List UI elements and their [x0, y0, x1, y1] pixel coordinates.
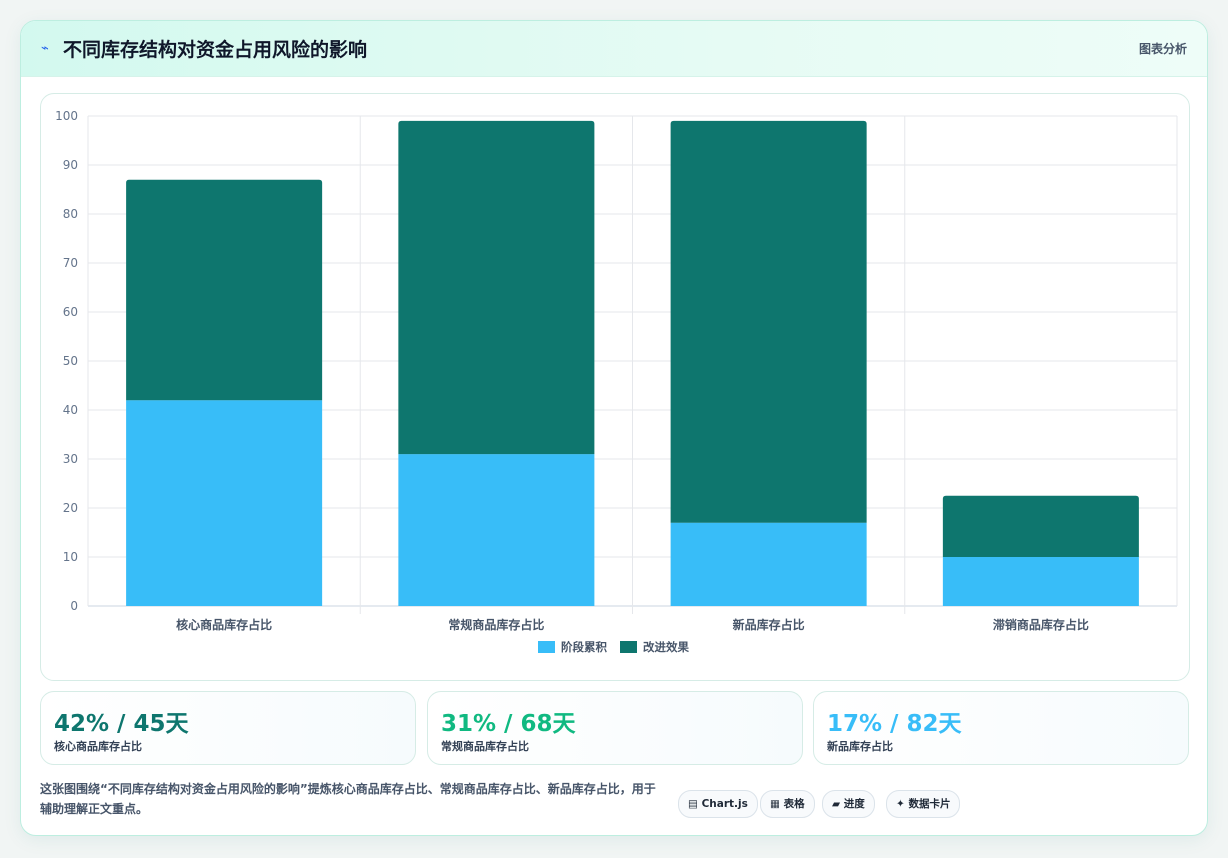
- bar-segment-2: [126, 179, 323, 401]
- stat-value: 31% / 68天: [441, 711, 576, 737]
- progress-icon: ▰: [832, 798, 841, 810]
- lightning-icon: ⌁: [41, 41, 49, 56]
- stat-value: 42% / 45天: [54, 711, 189, 737]
- chip-data-card[interactable]: ✦ 数据卡片: [886, 790, 961, 818]
- chip-label: 数据卡片: [908, 798, 951, 810]
- bar-segment-1: [126, 400, 323, 606]
- page-title: 不同库存结构对资金占用风险的影响: [63, 39, 368, 61]
- chart-description: 这张图围绕“不同库存结构对资金占用风险的影响”提炼核心商品库存占比、常规商品库存…: [40, 782, 656, 816]
- chip-progress[interactable]: ▰ 进度: [822, 790, 875, 818]
- bar-segment-1: [670, 522, 867, 606]
- y-tick-label: 20: [63, 501, 78, 515]
- y-tick-label: 70: [63, 256, 78, 270]
- legend-swatch: [538, 641, 555, 653]
- y-tick-label: 40: [63, 403, 78, 417]
- bar-segment-2: [942, 495, 1139, 557]
- y-tick-label: 60: [63, 305, 78, 319]
- stat-card-regular: 31% / 68天 常规商品库存占比: [427, 691, 803, 765]
- y-tick-label: 100: [55, 109, 78, 123]
- legend-label: 改进效果: [643, 640, 689, 654]
- chart-analysis-tag: 图表分析: [1138, 42, 1187, 56]
- stacked-bar-chart: 0 10 20 30 40 50 60 70 80 90 100 核心商品库存占比 常规商品库存占比 新品…: [55, 109, 1178, 654]
- x-tick-label: 常规商品库存占比: [448, 617, 544, 632]
- chip-label: 表格: [783, 798, 805, 810]
- legend-swatch: [620, 641, 637, 653]
- stat-label: 新品库存占比: [827, 740, 893, 753]
- card-header: ⌁ 不同库存结构对资金占用风险的影响 图表分析: [21, 21, 1207, 77]
- stat-value: 17% / 82天: [827, 711, 962, 737]
- stat-card-new: 17% / 82天 新品库存占比: [813, 691, 1189, 765]
- x-tick-label: 核心商品库存占比: [176, 617, 272, 632]
- chart-container: 0 10 20 30 40 50 60 70 80 90 100 核心商品库存占比 常规商品库存占比 新品…: [40, 93, 1190, 681]
- y-tick-label: 0: [70, 599, 78, 613]
- bar-segment-2: [398, 120, 595, 455]
- bar-segment-1: [398, 454, 595, 606]
- chip-label: 进度: [843, 798, 865, 810]
- chart-card: ⌁ 不同库存结构对资金占用风险的影响 图表分析 0 10 20 30 40 50 60 70 8…: [20, 20, 1208, 836]
- x-tick-label: 滞销商品库存占比: [993, 617, 1089, 632]
- y-tick-label: 50: [63, 354, 78, 368]
- chip-chartjs[interactable]: ▤ Chart.js: [678, 790, 758, 818]
- legend-label: 阶段累积: [561, 640, 607, 654]
- x-tick-label: 新品库存占比: [733, 617, 805, 632]
- stat-label: 核心商品库存占比: [54, 740, 142, 753]
- y-tick-label: 10: [63, 550, 78, 564]
- stat-cards: 42% / 45天 核心商品库存占比 31% / 68天 常规商品库存占比 17…: [40, 691, 1190, 765]
- stat-label: 常规商品库存占比: [441, 740, 529, 753]
- bar-segment-2: [670, 120, 867, 523]
- bar-segment-1: [942, 557, 1139, 606]
- table-icon: ▦: [770, 798, 780, 810]
- chip-label: Chart.js: [701, 798, 748, 810]
- sparkle-icon: ✦: [896, 798, 905, 810]
- chart-icon: ▤: [688, 798, 698, 810]
- chip-table[interactable]: ▦ 表格: [760, 790, 815, 818]
- y-tick-label: 90: [63, 158, 78, 172]
- y-tick-label: 80: [63, 207, 78, 221]
- stat-card-core: 42% / 45天 核心商品库存占比: [40, 691, 416, 765]
- y-tick-label: 30: [63, 452, 78, 466]
